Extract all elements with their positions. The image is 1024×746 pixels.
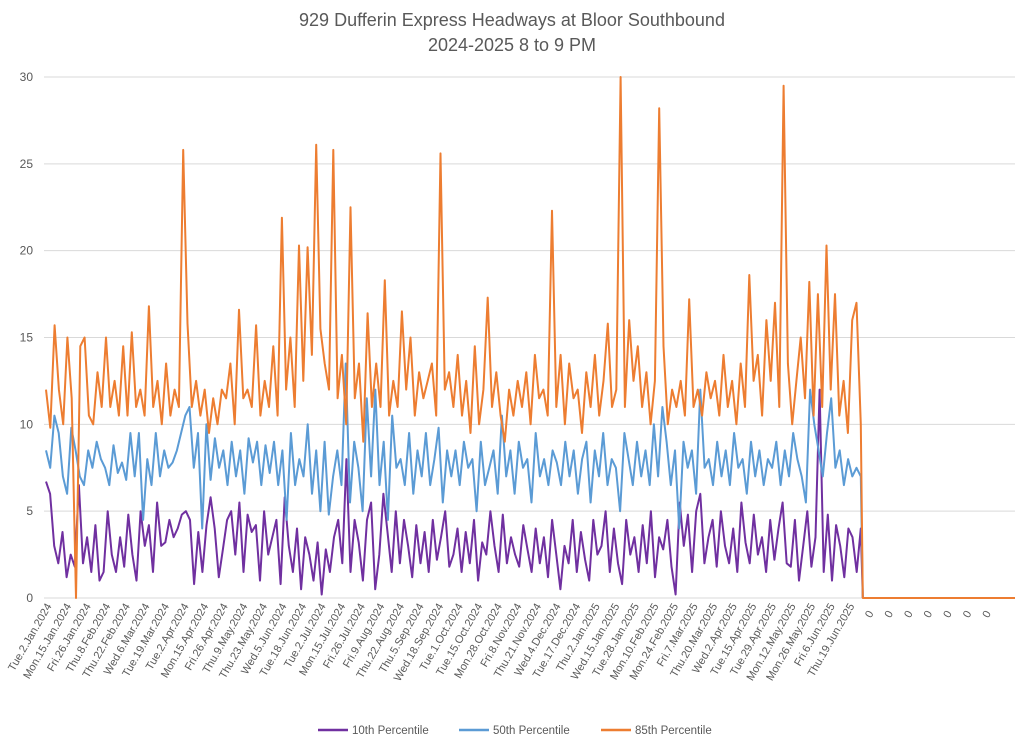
x-tick-label: 0 [941,609,954,620]
legend-item: 10th Percentile [318,725,429,737]
legend-label: 85th Percentile [635,725,712,737]
y-tick-label: 20 [20,244,34,258]
x-tick-label: 0 [863,609,876,620]
y-tick-label: 10 [20,417,34,431]
y-tick-label: 15 [20,331,34,345]
y-tick-label: 5 [26,504,33,518]
series-line-85th-percentile [45,76,1015,599]
x-tick-label: 0 [961,609,974,620]
x-tick-label: 0 [922,609,935,620]
series-lines [45,76,1015,599]
series-line-50th-percentile [45,362,864,599]
x-axis-ticks: Tue.2.Jan.2024Mon.15.Jan.2024Fri.26.Jan.… [6,602,994,684]
y-tick-label: 30 [20,70,34,84]
legend-item: 50th Percentile [459,725,570,737]
chart-subtitle: 2024-2025 8 to 9 PM [428,35,596,55]
legend-label: 10th Percentile [352,725,429,737]
x-tick-label: 0 [980,609,993,620]
x-tick-label: 0 [883,609,896,620]
chart-title: 929 Dufferin Express Headways at Bloor S… [299,10,725,30]
legend-label: 50th Percentile [493,725,570,737]
y-tick-label: 0 [26,591,33,605]
x-tick-label: 0 [902,609,915,620]
y-axis-ticks: 0 5 10 15 20 25 30 [20,70,34,605]
legend-item: 85th Percentile [601,725,712,737]
series-line-10th-percentile [45,388,864,599]
y-tick-label: 25 [20,157,34,171]
legend: 10th Percentile 50th Percentile 85th Perce… [318,725,712,737]
